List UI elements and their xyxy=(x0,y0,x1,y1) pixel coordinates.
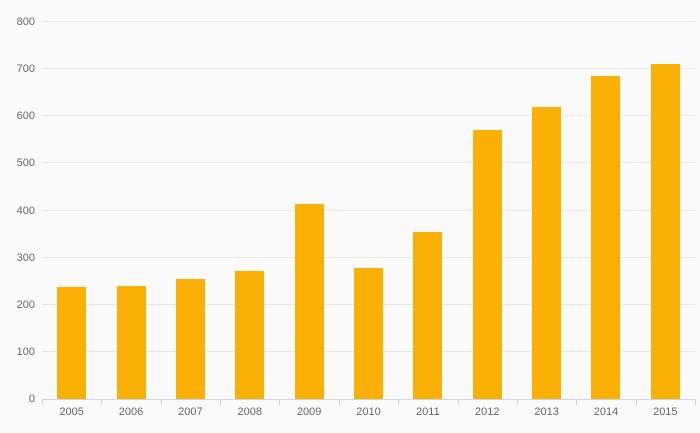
plot-area xyxy=(42,21,696,405)
x-axis-label-2015: 2015 xyxy=(653,406,678,418)
y-axis-label: 800 xyxy=(16,16,35,28)
bar-2012[interactable] xyxy=(472,130,502,399)
y-axis-label: 300 xyxy=(16,251,35,264)
x-axis-tick xyxy=(635,399,637,405)
gridline xyxy=(42,21,695,22)
gridline xyxy=(42,256,695,258)
y-axis-label: 500 xyxy=(16,157,35,170)
x-axis-tick xyxy=(220,399,222,405)
x-axis-label-2005: 2005 xyxy=(59,406,84,418)
x-axis-tick xyxy=(42,399,43,405)
x-axis-label-2006: 2006 xyxy=(118,406,144,418)
x-axis-label-2009: 2009 xyxy=(296,406,322,418)
x-axis-tick xyxy=(279,399,281,405)
gridline xyxy=(42,162,695,164)
gridline xyxy=(42,209,695,211)
x-axis-tick xyxy=(338,399,340,405)
x-axis-label-2007: 2007 xyxy=(178,406,203,418)
x-axis-tick xyxy=(398,399,400,405)
bar-2008[interactable] xyxy=(235,270,265,399)
x-axis-tick xyxy=(101,399,103,405)
bar-2013[interactable] xyxy=(532,106,562,399)
y-axis-label: 200 xyxy=(16,298,35,311)
bar-2014[interactable] xyxy=(591,76,621,399)
bar-2010[interactable] xyxy=(354,268,383,399)
y-axis-label: 700 xyxy=(16,63,35,76)
y-axis-label: 600 xyxy=(16,110,35,123)
x-axis-label-2012: 2012 xyxy=(474,406,500,418)
y-axis-label: 100 xyxy=(16,345,35,358)
y-axis-label: 400 xyxy=(16,204,35,217)
x-axis-tick xyxy=(576,399,578,405)
x-axis-tick xyxy=(457,399,459,405)
bar-2015[interactable] xyxy=(650,64,680,399)
x-axis-tick xyxy=(695,399,696,405)
x-axis-label-2014: 2014 xyxy=(593,406,619,418)
gridline xyxy=(42,115,695,117)
bar-2011[interactable] xyxy=(413,231,443,399)
x-axis-tick xyxy=(160,399,162,405)
bar-2007[interactable] xyxy=(175,279,205,399)
gridline xyxy=(42,68,695,70)
x-axis-label-2013: 2013 xyxy=(534,406,559,418)
bar-2006[interactable] xyxy=(116,286,146,399)
x-axis-line xyxy=(42,399,695,400)
x-axis-label-2011: 2011 xyxy=(416,406,440,418)
x-axis-label-2010: 2010 xyxy=(356,406,381,418)
x-axis-label-2008: 2008 xyxy=(237,406,263,418)
y-axis-label: 0 xyxy=(28,393,35,405)
bar-2009[interactable] xyxy=(294,204,324,399)
bar-2005[interactable] xyxy=(57,287,87,399)
x-axis-tick xyxy=(516,399,518,405)
